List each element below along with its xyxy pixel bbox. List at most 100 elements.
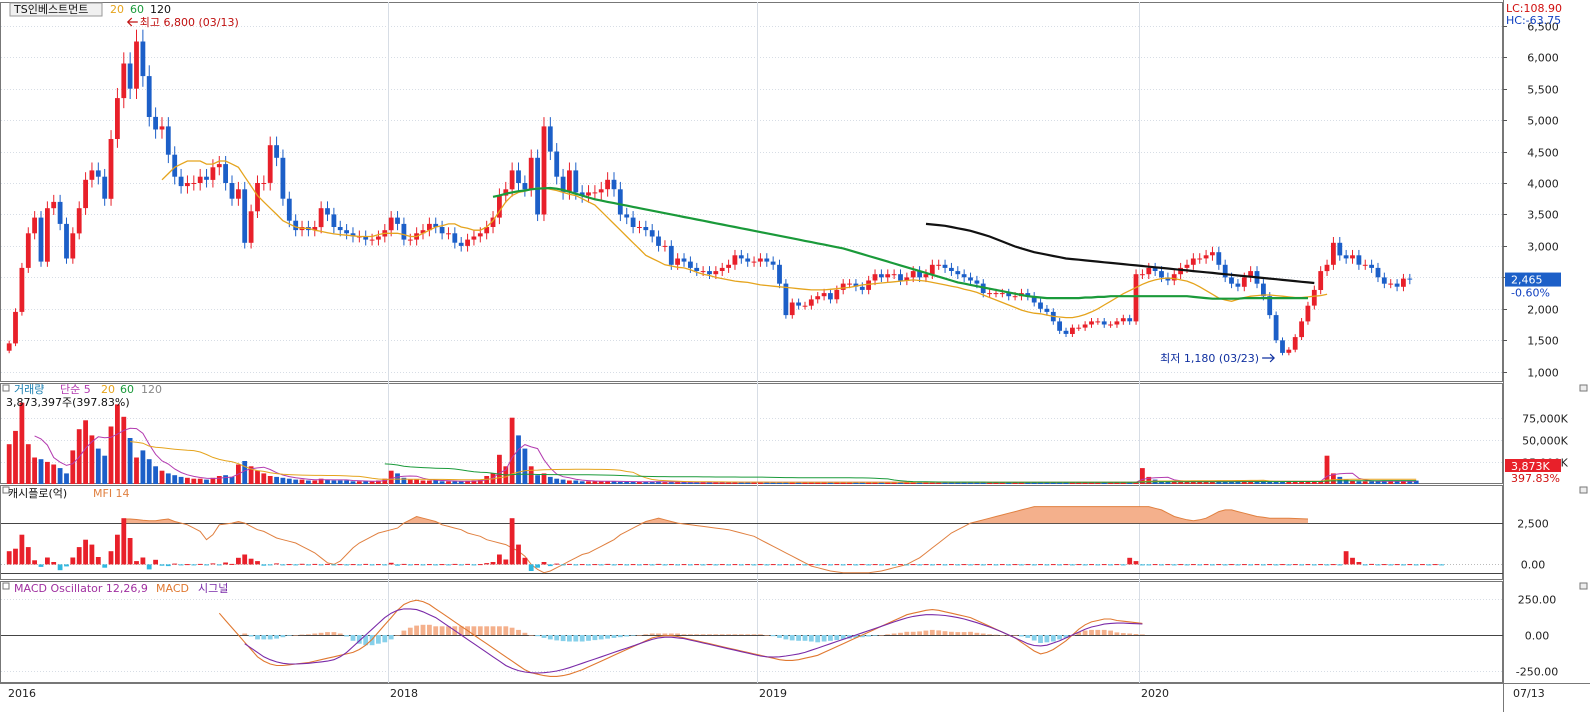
cash-flow-bar bbox=[57, 564, 63, 571]
cash-flow-bar bbox=[758, 564, 763, 566]
cash-flow-bar bbox=[1089, 564, 1094, 566]
candle-body bbox=[439, 227, 445, 234]
macd-oscillator-bar bbox=[598, 635, 604, 640]
volume-bar bbox=[1273, 481, 1279, 484]
price-tick-label: 3,500 bbox=[1527, 209, 1559, 222]
macd-oscillator-bar bbox=[936, 630, 942, 635]
macd-oscillator-bar bbox=[1050, 635, 1056, 642]
volume-bar bbox=[458, 481, 464, 484]
volume-bar bbox=[178, 476, 184, 484]
macd-oscillator-bar bbox=[910, 631, 916, 635]
candle-body bbox=[929, 264, 935, 275]
price-tick-label: 6,500 bbox=[1527, 21, 1559, 34]
candle-body bbox=[1248, 271, 1253, 278]
volume-bar bbox=[369, 481, 375, 484]
volume-bar bbox=[573, 480, 579, 484]
volume-bar bbox=[605, 481, 610, 484]
candle-body bbox=[1101, 321, 1107, 325]
cash-flow-bar bbox=[1095, 564, 1101, 566]
cash-flow-bar bbox=[420, 564, 426, 566]
volume-bar bbox=[267, 476, 273, 484]
macd-oscillator-bar bbox=[286, 635, 292, 636]
macd-oscillator-bar bbox=[694, 634, 700, 635]
cash-flow-bar bbox=[751, 564, 757, 566]
macd-oscillator-bar bbox=[764, 635, 770, 636]
volume-bar bbox=[229, 476, 235, 484]
volume-bar bbox=[210, 477, 216, 484]
x-axis-label: 2018 bbox=[390, 687, 418, 700]
price-tick-label: 3,000 bbox=[1527, 241, 1559, 254]
candle-body bbox=[681, 258, 687, 262]
volume-bar bbox=[1127, 482, 1133, 484]
macd-oscillator-bar bbox=[662, 633, 668, 635]
volume-bar bbox=[414, 479, 419, 484]
candle-body bbox=[866, 280, 871, 290]
volume-bar bbox=[1171, 481, 1177, 484]
cash-flow-bar bbox=[25, 547, 31, 565]
candle-body bbox=[1305, 305, 1311, 322]
cash-flow-bar bbox=[872, 564, 878, 566]
volume-bar bbox=[974, 482, 980, 484]
cash-flow-bar bbox=[293, 564, 299, 566]
macd-oscillator-bar bbox=[1063, 635, 1069, 638]
candle-body bbox=[961, 274, 967, 278]
macd-oscillator-bar bbox=[586, 635, 591, 641]
cash-flow-bar bbox=[312, 563, 318, 565]
x-axis-label: 2019 bbox=[759, 687, 787, 700]
cash-flow-bar bbox=[891, 564, 897, 566]
cash-flow-bar bbox=[808, 564, 814, 566]
macd-oscillator-bar bbox=[898, 632, 903, 635]
candle-body bbox=[777, 264, 782, 284]
candles bbox=[6, 29, 1413, 356]
candle-body bbox=[999, 293, 1005, 295]
cash-flow-bar bbox=[1305, 564, 1311, 566]
volume-tick-label: 75,000K bbox=[1522, 413, 1568, 426]
volume-bar bbox=[732, 482, 738, 484]
candle-body bbox=[598, 189, 604, 193]
volume-bar bbox=[1133, 482, 1139, 484]
candle-body bbox=[1292, 337, 1298, 350]
macd-oscillator-bar bbox=[688, 634, 693, 635]
cash-flow-bar bbox=[267, 564, 273, 566]
volume-bar bbox=[108, 426, 114, 484]
candle-body bbox=[885, 274, 891, 278]
volume-bar bbox=[1082, 482, 1088, 484]
cash-flow-bar bbox=[834, 564, 840, 566]
candle-body bbox=[286, 198, 292, 221]
macd-oscillator-bar bbox=[630, 635, 636, 636]
volume-bar bbox=[1076, 482, 1082, 484]
price-tick-label: 5,000 bbox=[1527, 115, 1559, 128]
candle-body bbox=[146, 76, 152, 117]
cash-flow-bar bbox=[968, 564, 973, 566]
macd-oscillator-bar bbox=[745, 634, 751, 635]
macd-oscillator-bar bbox=[420, 624, 426, 635]
volume-bar bbox=[554, 478, 560, 484]
candle-body bbox=[1082, 324, 1088, 328]
cash-flow-bar bbox=[32, 560, 37, 565]
macd-oscillator-bar bbox=[879, 635, 884, 636]
candle-body bbox=[917, 271, 922, 278]
macd-label: MACD bbox=[156, 582, 189, 595]
cash-flow-bar bbox=[1286, 564, 1292, 566]
cash-flow-bar bbox=[554, 563, 560, 565]
cash-flow-bar bbox=[1127, 557, 1133, 565]
candle-body bbox=[1120, 318, 1126, 322]
ma120-line bbox=[925, 222, 1315, 285]
candle-body bbox=[115, 98, 120, 139]
volume-bar bbox=[452, 481, 458, 484]
macd-oscillator-bar bbox=[796, 635, 801, 641]
macd-oscillator-bar bbox=[344, 635, 349, 637]
volume-bar bbox=[6, 444, 12, 484]
volume-bar bbox=[929, 482, 935, 484]
cash-flow-bar bbox=[1439, 564, 1444, 566]
volume-bar bbox=[121, 416, 127, 484]
macd-oscillator-bar bbox=[668, 633, 674, 635]
volume-bar bbox=[172, 475, 178, 484]
candle-body bbox=[223, 164, 228, 183]
volume-ma-120: 120 bbox=[141, 383, 162, 396]
ma-period-120: 120 bbox=[150, 3, 171, 16]
macd-oscillator-bar bbox=[789, 635, 795, 641]
current-volume-label: 3,873K bbox=[1511, 460, 1550, 473]
